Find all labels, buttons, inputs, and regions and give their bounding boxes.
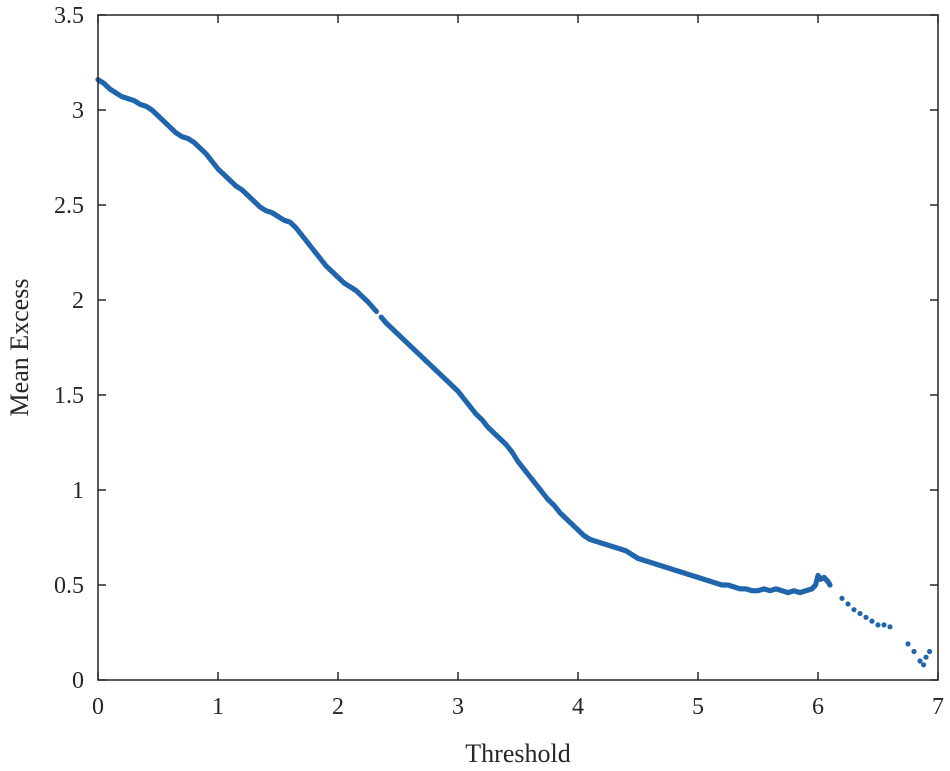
data-point — [881, 622, 887, 628]
data-point — [851, 607, 857, 613]
data-point — [845, 601, 851, 607]
x-axis-label: Threshold — [465, 739, 570, 768]
x-tick-label: 7 — [932, 694, 944, 720]
data-point — [869, 618, 875, 624]
data-point — [905, 641, 911, 647]
y-tick-label: 1 — [72, 478, 84, 504]
data-points — [95, 77, 933, 668]
data-point — [863, 614, 869, 620]
y-axis-label: Mean Excess — [5, 279, 34, 417]
x-tick-label: 2 — [332, 694, 344, 720]
data-point — [875, 622, 881, 628]
x-tick-label: 5 — [692, 694, 704, 720]
y-tick-labels: 0 0.5 1 1.5 2 2.5 3 3.5 — [54, 3, 84, 694]
x-tick-label: 3 — [452, 694, 464, 720]
x-tick-label: 4 — [572, 694, 584, 720]
data-point — [923, 654, 929, 660]
data-point — [911, 648, 917, 655]
y-tick-label: 0.5 — [54, 573, 84, 599]
data-point — [887, 624, 893, 630]
data-point — [839, 595, 845, 601]
data-point — [372, 307, 378, 313]
data-point — [927, 648, 933, 655]
y-tick-label: 2.5 — [54, 193, 84, 219]
data-point — [917, 658, 923, 664]
x-tick-labels: 0 1 2 3 4 5 6 7 — [92, 694, 944, 720]
plot-frame — [97, 14, 939, 681]
axis-ticks — [97, 14, 939, 681]
y-tick-label: 2 — [72, 288, 84, 314]
x-tick-label: 6 — [812, 694, 824, 720]
y-tick-label: 3 — [72, 98, 84, 124]
x-tick-label: 1 — [212, 694, 224, 720]
data-point — [857, 610, 863, 617]
y-tick-label: 1.5 — [54, 383, 84, 409]
data-point — [921, 662, 927, 668]
data-point — [827, 581, 833, 587]
x-tick-label: 0 — [92, 694, 104, 720]
y-tick-label: 3.5 — [54, 3, 84, 29]
y-tick-label: 0 — [72, 668, 84, 694]
